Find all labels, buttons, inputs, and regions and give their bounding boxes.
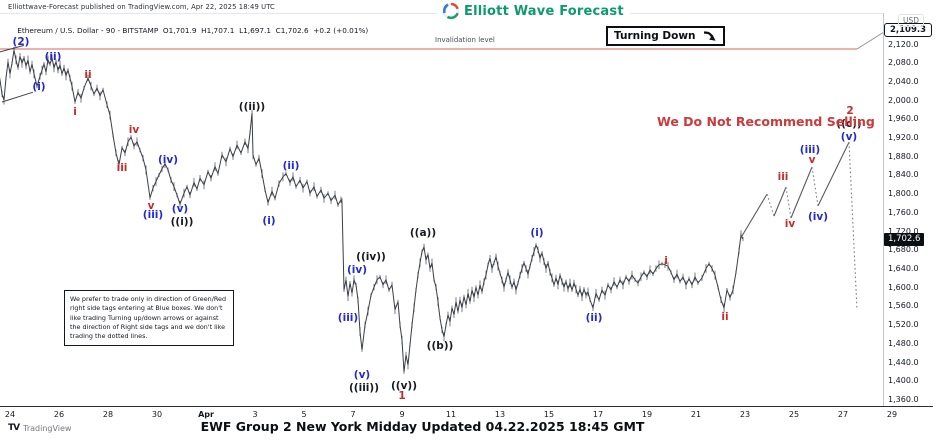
wave-label[interactable]: ((ii)) xyxy=(238,101,266,113)
price-tick: 2,040.0 xyxy=(888,76,919,86)
wave-label[interactable]: iii xyxy=(777,171,789,183)
date-tick: 13 xyxy=(494,410,506,419)
wave-label[interactable]: iv xyxy=(784,218,796,230)
price-tick: 1,800.0 xyxy=(888,189,919,199)
wave-label[interactable]: (2) xyxy=(12,36,30,48)
ohlc-values: O1,701.9 H1,707.1 L1,697.1 C1,702.6 +0.2… xyxy=(158,25,369,35)
wave-label[interactable]: ((c)) xyxy=(836,118,862,130)
turning-down-label: Turning Down xyxy=(614,30,696,42)
price-tick: 1,600.0 xyxy=(888,282,919,292)
wave-label[interactable]: ((v)) xyxy=(390,380,418,392)
wave-label[interactable]: (ii) xyxy=(585,312,603,324)
price-tick: 1,480.0 xyxy=(888,338,919,348)
wave-label[interactable]: (i) xyxy=(530,227,544,239)
price-axis-line xyxy=(883,13,884,406)
date-tick: 17 xyxy=(592,410,604,419)
symbol-title: Ethereum / U.S. Dollar - 90 - BITSTAMP xyxy=(17,25,159,35)
date-tick: 3 xyxy=(252,410,258,419)
ewf-logo-icon xyxy=(443,3,459,19)
wave-label[interactable]: (iii) xyxy=(142,209,164,221)
price-tick: 2,080.0 xyxy=(888,58,919,68)
tradingview-logo-text: TradingView xyxy=(23,423,72,433)
date-tick: 19 xyxy=(641,410,653,419)
wave-label[interactable]: v xyxy=(808,154,816,166)
wave-label[interactable]: i xyxy=(73,106,77,118)
date-tick: 29 xyxy=(886,410,898,419)
tradingview-logo-icon: TV xyxy=(8,423,20,433)
price-tick: 1,560.0 xyxy=(888,301,919,311)
wave-label[interactable]: (iii) xyxy=(799,144,821,156)
publish-attribution: Elliottwave-Forecast published on Tradin… xyxy=(8,3,275,11)
no-sell-recommendation-text[interactable]: We Do Not Recommend Selling xyxy=(657,114,875,129)
date-tick: 11 xyxy=(445,410,457,419)
time-axis-line xyxy=(0,406,933,408)
wave-label[interactable]: (iv) xyxy=(157,154,179,166)
wave-label[interactable]: iii xyxy=(116,162,128,174)
trade-direction-disclaimer-box[interactable]: We prefer to trade only in direction of … xyxy=(64,290,234,347)
wave-label[interactable]: (v) xyxy=(840,131,858,143)
ewf-brand: Elliott Wave Forecast xyxy=(437,3,630,19)
date-tick: 25 xyxy=(788,410,800,419)
wave-label[interactable]: ii xyxy=(84,69,92,81)
date-tick: Apr xyxy=(198,410,214,419)
wave-label[interactable]: ((b)) xyxy=(426,340,454,352)
date-tick: 28 xyxy=(102,410,114,419)
wave-label[interactable]: i xyxy=(664,255,668,267)
turning-down-arrow-icon xyxy=(703,31,716,41)
price-tick: 1,720.0 xyxy=(888,226,919,236)
price-tick: 1,520.0 xyxy=(888,320,919,330)
wave-label[interactable]: (ii) xyxy=(282,160,300,172)
wave-label[interactable]: (iv) xyxy=(346,264,368,276)
wave-label[interactable]: (iii) xyxy=(337,312,359,324)
date-tick: 21 xyxy=(690,410,702,419)
turning-down-box[interactable]: Turning Down xyxy=(606,26,725,46)
wave-label[interactable]: 2 xyxy=(846,105,854,117)
price-tick: 1,640.0 xyxy=(888,264,919,274)
date-tick: 23 xyxy=(739,410,751,419)
price-tick: 1,880.0 xyxy=(888,151,919,161)
wave-label[interactable]: ii xyxy=(721,311,729,323)
current-price-badge: 1,702.6 xyxy=(884,232,925,246)
date-tick: 5 xyxy=(301,410,307,419)
update-caption: EWF Group 2 New York Midday Updated 04.2… xyxy=(200,419,645,434)
wave-label[interactable]: (i) xyxy=(262,215,276,227)
price-tick: 1,760.0 xyxy=(888,207,919,217)
date-tick: 30 xyxy=(151,410,163,419)
wave-label[interactable]: (v) xyxy=(353,369,371,381)
price-tick: 2,000.0 xyxy=(888,95,919,105)
wave-label[interactable]: (ii) xyxy=(44,51,62,63)
ewf-logo-text: Elliott Wave Forecast xyxy=(464,3,624,19)
date-tick: 7 xyxy=(350,410,356,419)
wave-label[interactable]: v xyxy=(147,200,155,212)
wave-label[interactable]: ((iii)) xyxy=(349,382,379,394)
date-tick: 24 xyxy=(4,410,16,419)
wave-label[interactable]: ((a)) xyxy=(409,227,437,239)
price-tick: 1,360.0 xyxy=(888,394,919,404)
price-tick: 1,680.0 xyxy=(888,245,919,255)
date-tick: 15 xyxy=(543,410,555,419)
date-tick: 27 xyxy=(837,410,849,419)
wave-label[interactable]: 1 xyxy=(398,390,406,402)
price-tick: 2,120.0 xyxy=(888,39,919,49)
price-tick: 1,840.0 xyxy=(888,170,919,180)
wave-label[interactable]: (iv) xyxy=(807,211,829,223)
symbol-ohlc-line[interactable]: Ethereum / U.S. Dollar - 90 - BITSTAMP O… xyxy=(8,17,368,44)
date-tick: 9 xyxy=(399,410,405,419)
price-tick: 1,960.0 xyxy=(888,114,919,124)
price-tick: 1,400.0 xyxy=(888,376,919,386)
date-tick: 26 xyxy=(53,410,65,419)
wave-label[interactable]: ((iv)) xyxy=(356,251,386,263)
tradingview-attribution[interactable]: TV TradingView xyxy=(8,423,71,433)
wave-label[interactable]: iv xyxy=(128,124,140,136)
wave-label[interactable]: (v) xyxy=(171,203,189,215)
invalidation-level-label: Invalidation level xyxy=(435,36,495,44)
wave-label[interactable]: ((i)) xyxy=(170,216,194,228)
price-tick: 1,440.0 xyxy=(888,357,919,367)
wave-label[interactable]: (i) xyxy=(32,81,46,93)
price-tick: 1,920.0 xyxy=(888,133,919,143)
currency-toggle[interactable]: USD xyxy=(898,14,925,27)
